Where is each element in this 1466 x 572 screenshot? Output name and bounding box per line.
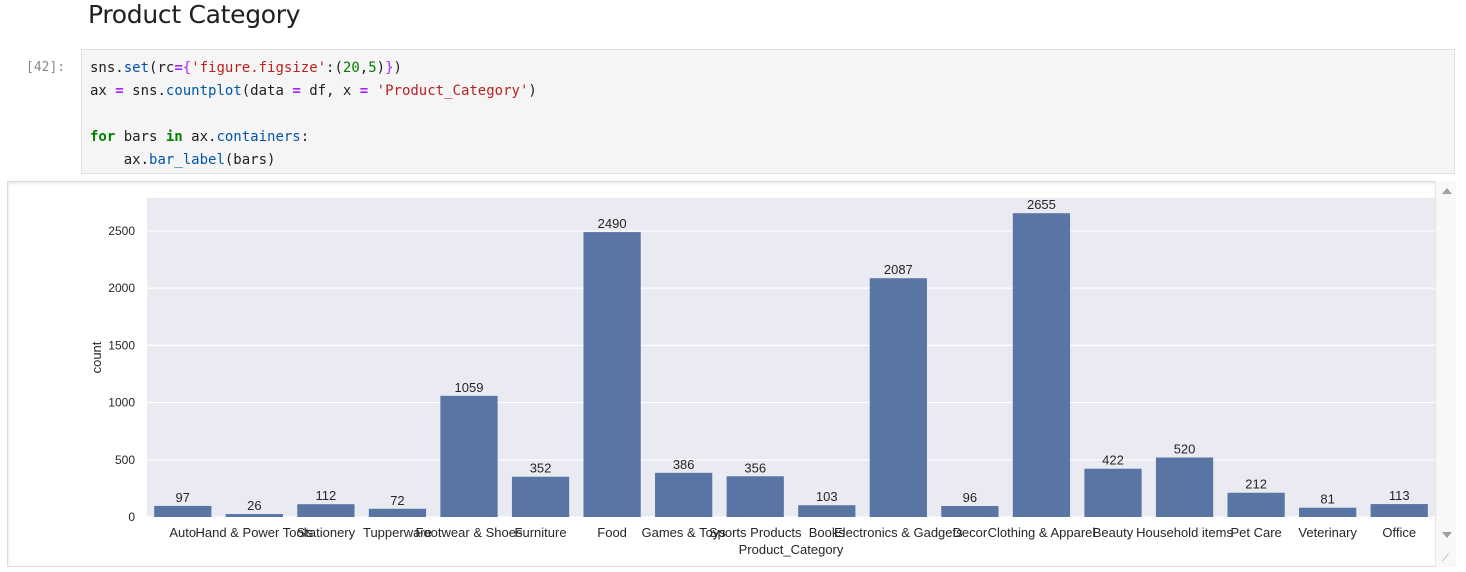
countplot-chart: 0 500 1000 1500 2000 2500 97 Auto 26 Hand & Power… — [89, 197, 1435, 557]
y-tick-label: 500 — [115, 453, 135, 467]
y-tick-label: 1500 — [108, 338, 135, 352]
bar-value-label: 97 — [176, 490, 190, 505]
bar-value-label: 386 — [673, 457, 695, 472]
bar — [368, 508, 427, 517]
output-area: 0 500 1000 1500 2000 2500 97 Auto 26 Hand & Power… — [7, 181, 1456, 567]
bar — [1012, 213, 1071, 517]
x-tick-label: Veterinary — [1298, 525, 1357, 540]
bar — [1299, 507, 1357, 517]
section-heading: Product Category — [88, 0, 301, 29]
x-tick-label: Hand & Power Tools — [196, 525, 314, 540]
bar-value-label: 2490 — [598, 216, 627, 231]
bar — [869, 278, 927, 517]
bar — [726, 476, 784, 517]
bar — [511, 476, 570, 517]
y-tick-label: 2500 — [108, 224, 135, 238]
x-tick-label: Beauty — [1093, 525, 1134, 540]
y-tick-label: 1000 — [108, 396, 135, 410]
bar — [1155, 457, 1214, 517]
bar — [655, 472, 713, 517]
code-cell[interactable]: sns.set(rc={'figure.figsize':(20,5)}) ax… — [81, 49, 1455, 174]
bar — [297, 504, 355, 517]
x-tick-label: Pet Care — [1230, 525, 1281, 540]
bar-value-label: 2087 — [884, 262, 913, 277]
x-tick-label: Stationery — [297, 525, 356, 540]
bar-value-label: 26 — [247, 498, 261, 513]
x-tick-label: Auto — [169, 525, 196, 540]
x-tick-label: Furniture — [515, 525, 567, 540]
x-tick-label: Books — [809, 525, 846, 540]
scroll-up-arrow-icon[interactable] — [1442, 188, 1452, 194]
bar-value-label: 422 — [1102, 453, 1124, 468]
code-editor[interactable]: sns.set(rc={'figure.figsize':(20,5)}) ax… — [90, 60, 537, 168]
bar — [1227, 492, 1285, 517]
bar-value-label: 113 — [1389, 488, 1410, 503]
cell-prompt: [42]: — [26, 60, 66, 75]
output-scrollbar[interactable]: ⟋ — [1435, 181, 1456, 567]
bar-value-label: 356 — [744, 460, 766, 475]
bar-value-label: 112 — [316, 488, 337, 503]
scroll-down-arrow-icon[interactable] — [1442, 532, 1452, 538]
x-tick-label: Household items — [1136, 525, 1233, 540]
bar-value-label: 103 — [816, 489, 838, 504]
x-tick-label: Clothing & Apparel — [988, 525, 1096, 540]
bar — [1370, 504, 1428, 517]
bar-value-label: 2655 — [1027, 197, 1056, 212]
x-tick-label: Tupperware — [363, 525, 432, 540]
bar-value-label: 72 — [390, 493, 404, 508]
bar — [225, 514, 283, 517]
bar — [583, 232, 641, 517]
x-tick-label: Games & Toys — [642, 525, 727, 540]
x-axis-label: Product_Category — [739, 542, 844, 557]
y-tick-label: 0 — [128, 510, 135, 524]
bar-value-label: 520 — [1174, 442, 1196, 457]
x-tick-label: Decor — [953, 525, 988, 540]
x-tick-label: Food — [597, 525, 627, 540]
bar-value-label: 81 — [1320, 492, 1334, 507]
bar — [941, 506, 999, 517]
resize-grip-icon[interactable]: ⟋ — [1442, 553, 1449, 564]
bar — [154, 505, 212, 517]
bar — [440, 395, 498, 517]
x-tick-label: Office — [1382, 525, 1416, 540]
y-tick-label: 2000 — [108, 281, 135, 295]
x-tick-label: Sports Products — [709, 525, 802, 540]
bar-value-label: 352 — [530, 461, 552, 476]
bar — [1084, 468, 1142, 517]
y-axis-label: count — [89, 341, 104, 373]
bar-value-label: 1059 — [455, 380, 484, 395]
plot-background — [147, 198, 1435, 517]
x-tick-label: Electronics & Gadgets — [834, 525, 963, 540]
x-tick-label: Footwear & Shoes — [416, 525, 523, 540]
bar-value-label: 96 — [963, 490, 977, 505]
bar-value-label: 212 — [1245, 477, 1267, 492]
bar — [798, 505, 856, 517]
